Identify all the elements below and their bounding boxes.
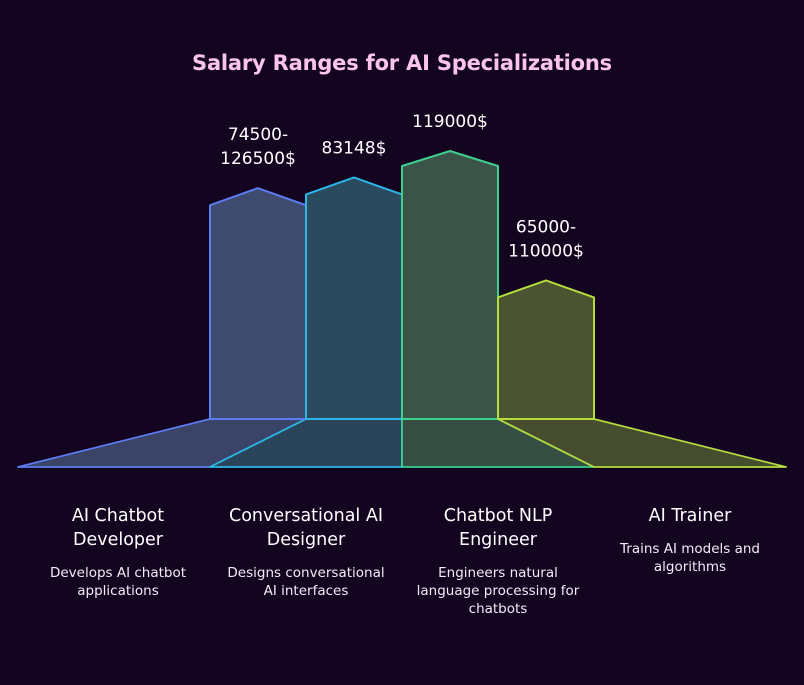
category-description: Trains AI models and algorithms xyxy=(597,540,783,576)
value-label-3: 119000$ xyxy=(412,112,488,132)
category-description-line: AI interfaces xyxy=(263,583,349,599)
category-description-line: algorithms xyxy=(653,559,727,575)
category-name-line: Conversational AI xyxy=(229,506,383,526)
bar-3 xyxy=(401,150,499,420)
category-name: AI Trainer xyxy=(597,504,783,528)
value-label-line: 65000- xyxy=(516,217,576,237)
category-4: AI Trainer Trains AI models and algorithms xyxy=(597,504,783,576)
category-description-line: Engineers natural xyxy=(438,565,558,581)
category-name-line: AI Chatbot xyxy=(71,506,165,526)
category-name: AI Chatbot Developer xyxy=(25,504,211,552)
value-label-line: 83148$ xyxy=(322,138,387,158)
category-description-line: language processing for xyxy=(416,583,580,599)
value-label-line: 110000$ xyxy=(508,241,584,261)
category-description-line: Designs conversational xyxy=(227,565,385,581)
category-name-line: AI Trainer xyxy=(648,506,732,526)
bar-4 xyxy=(497,279,595,420)
category-2: Conversational AI Designer Designs convers… xyxy=(213,504,399,600)
value-label-1: 74500- 126500$ xyxy=(220,125,296,169)
category-name: Chatbot NLP Engineer xyxy=(405,504,591,552)
value-label-line: 126500$ xyxy=(220,149,296,169)
value-label-line: 74500- xyxy=(228,125,288,145)
category-description-line: Develops AI chatbot xyxy=(49,565,187,581)
category-description-line: applications xyxy=(77,583,159,599)
bar-1 xyxy=(209,187,307,420)
category-description: Engineers natural language processing for… xyxy=(405,564,591,618)
value-labels: 74500- 126500$ 83148$ 119000$ 65000- 110000$ xyxy=(220,112,584,261)
category-description-line: Trains AI models and xyxy=(620,541,760,557)
value-label-4: 65000- 110000$ xyxy=(508,217,584,261)
category-description: Develops AI chatbot applications xyxy=(25,564,211,600)
category-name-line: Engineer xyxy=(459,530,537,550)
base-trapezoids xyxy=(17,418,787,468)
value-label-2: 83148$ xyxy=(322,138,387,158)
category-1: AI Chatbot Developer Develops AI chatbot ap… xyxy=(25,504,211,600)
chart-title: Salary Ranges for AI Specializations xyxy=(192,51,612,75)
bars xyxy=(209,150,595,420)
category-name-line: Chatbot NLP xyxy=(443,506,553,526)
category-3: Chatbot NLP Engineer Engineers natural lang… xyxy=(405,504,591,618)
value-label-line: 119000$ xyxy=(412,112,488,132)
category-name-line: Designer xyxy=(266,530,346,550)
category-name-line: Developer xyxy=(72,530,163,550)
category-description: Designs conversational AI interfaces xyxy=(213,564,399,600)
bar-2 xyxy=(305,176,403,420)
category-name: Conversational AI Designer xyxy=(213,504,399,552)
category-description-line: chatbots xyxy=(468,601,528,617)
